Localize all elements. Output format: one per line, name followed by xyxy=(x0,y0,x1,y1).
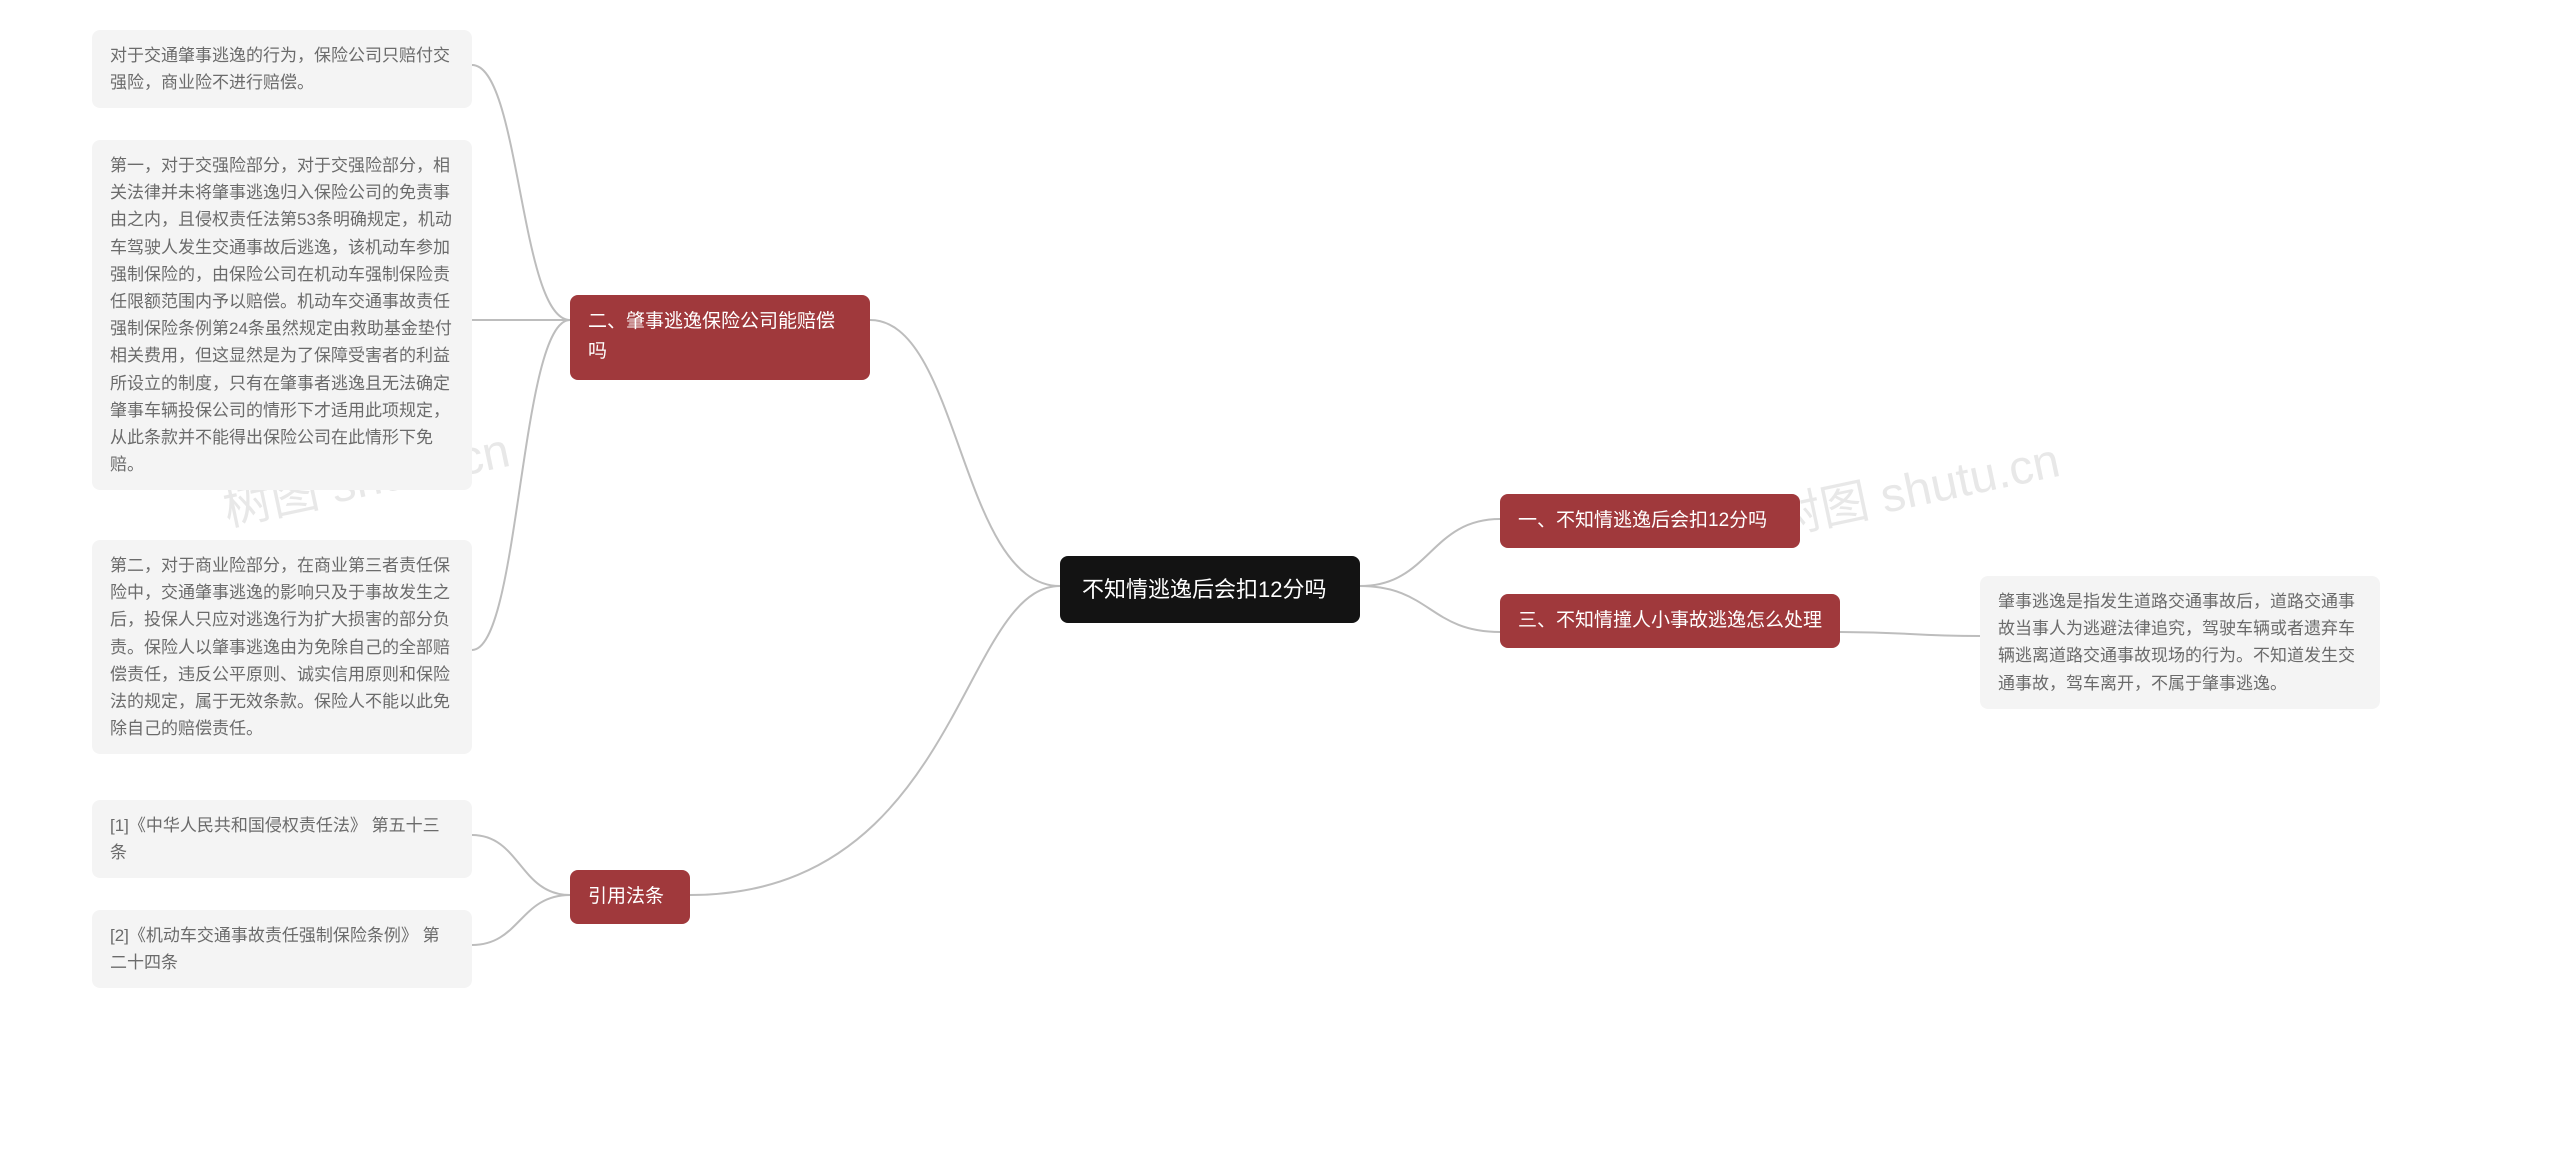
leaf-text: 第二，对于商业险部分，在商业第三者责任保险中，交通肇事逃逸的影响只及于事故发生之… xyxy=(110,556,450,738)
leaf-text: [2]《机动车交通事故责任强制保险条例》 第二十四条 xyxy=(110,926,440,972)
leaf-text: 肇事逃逸是指发生道路交通事故后，道路交通事故当事人为逃避法律追究，驾驶车辆或者遗… xyxy=(1998,592,2355,693)
root-node: 不知情逃逸后会扣12分吗 xyxy=(1060,556,1360,623)
branch-2-label: 二、肇事逃逸保险公司能赔偿吗 xyxy=(588,311,835,362)
branch-4-leaf-1: [2]《机动车交通事故责任强制保险条例》 第二十四条 xyxy=(92,910,472,988)
branch-4-leaf-0: [1]《中华人民共和国侵权责任法》 第五十三条 xyxy=(92,800,472,878)
branch-2: 二、肇事逃逸保险公司能赔偿吗 xyxy=(570,295,870,380)
branch-4-label: 引用法条 xyxy=(588,886,664,907)
branch-2-leaf-0: 对于交通肇事逃逸的行为，保险公司只赔付交强险，商业险不进行赔偿。 xyxy=(92,30,472,108)
leaf-text: 第一，对于交强险部分，对于交强险部分，相关法律并未将肇事逃逸归入保险公司的免责事… xyxy=(110,156,452,474)
branch-2-leaf-1: 第一，对于交强险部分，对于交强险部分，相关法律并未将肇事逃逸归入保险公司的免责事… xyxy=(92,140,472,490)
leaf-text: [1]《中华人民共和国侵权责任法》 第五十三条 xyxy=(110,816,440,862)
root-label: 不知情逃逸后会扣12分吗 xyxy=(1082,577,1326,602)
branch-4: 引用法条 xyxy=(570,870,690,924)
branch-3-leaf-0: 肇事逃逸是指发生道路交通事故后，道路交通事故当事人为逃避法律追究，驾驶车辆或者遗… xyxy=(1980,576,2380,709)
leaf-text: 对于交通肇事逃逸的行为，保险公司只赔付交强险，商业险不进行赔偿。 xyxy=(110,46,450,92)
branch-1-label: 一、不知情逃逸后会扣12分吗 xyxy=(1518,510,1767,531)
branch-3-label: 三、不知情撞人小事故逃逸怎么处理 xyxy=(1518,610,1822,631)
branch-3: 三、不知情撞人小事故逃逸怎么处理 xyxy=(1500,594,1840,648)
branch-2-leaf-2: 第二，对于商业险部分，在商业第三者责任保险中，交通肇事逃逸的影响只及于事故发生之… xyxy=(92,540,472,754)
branch-1: 一、不知情逃逸后会扣12分吗 xyxy=(1500,494,1800,548)
watermark: 树图 shutu.cn xyxy=(1766,421,2065,550)
